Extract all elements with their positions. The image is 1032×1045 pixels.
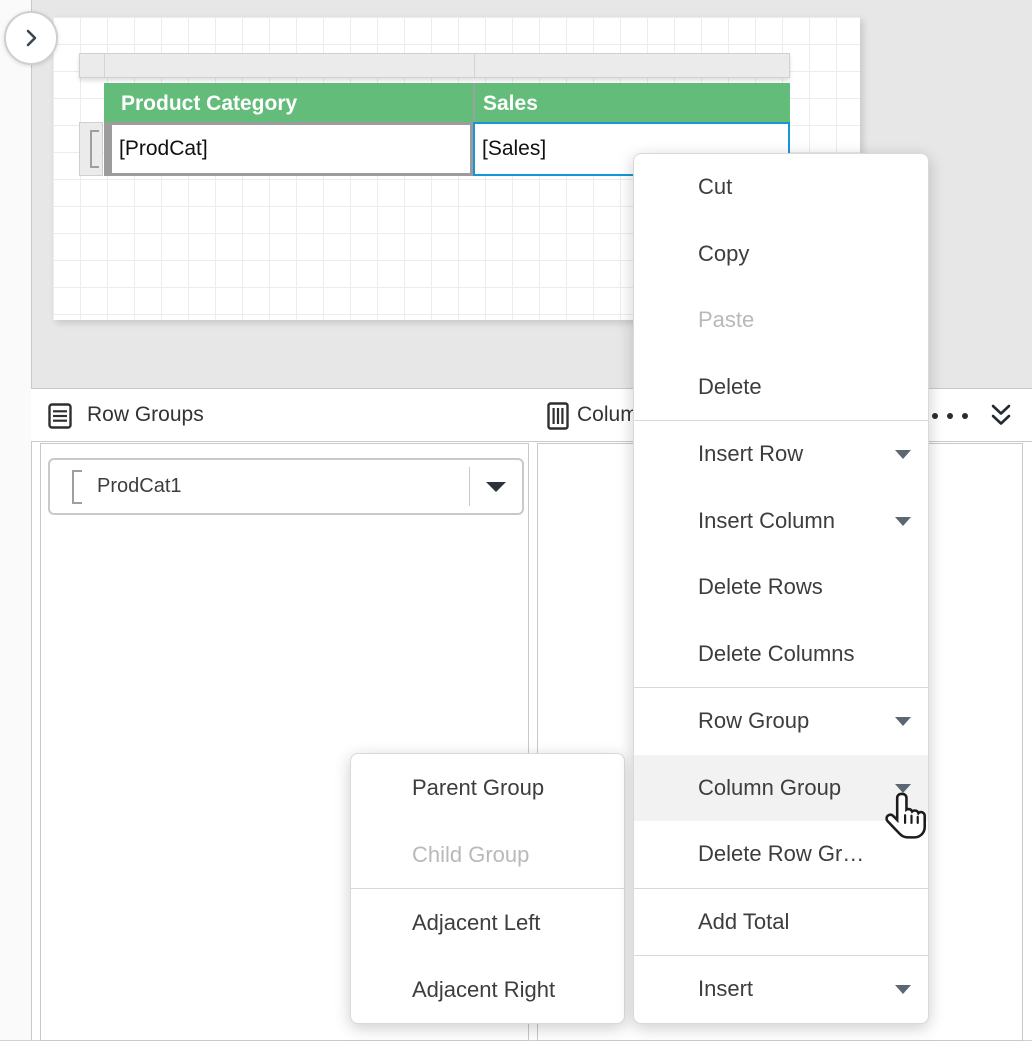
collapse-pane-double-chevron-icon[interactable] [988, 402, 1014, 430]
column-handle-divider [104, 54, 105, 77]
menu-item-label: Column Group [698, 774, 842, 800]
menu-item-label: Insert Row [698, 441, 804, 467]
hand-cursor [885, 792, 926, 839]
submenu-item-adjacent-left[interactable]: Adjacent Left [412, 909, 541, 935]
cell-context-menu: Cut Copy Paste Delete Insert Row Insert … [633, 153, 929, 1024]
menu-item-column-group[interactable]: Column Group [634, 754, 928, 821]
menu-item-add-total[interactable]: Add Total [698, 908, 790, 934]
table-header-cell-product-category[interactable]: Product Category [104, 83, 473, 125]
group-bracket-icon [72, 469, 82, 504]
chip-divider [469, 467, 470, 506]
menu-item-copy[interactable]: Copy [698, 240, 750, 266]
menu-item-delete-rows[interactable]: Delete Rows [698, 574, 823, 600]
menu-item-label: Insert [698, 976, 754, 1002]
menu-item-delete-row-group[interactable]: Delete Row Gr… [698, 841, 865, 867]
menu-item-cut[interactable]: Cut [698, 174, 733, 200]
column-handle-divider [474, 54, 475, 77]
row-group-item-prodcat1[interactable]: ProdCat1 [48, 458, 524, 515]
menu-item-delete-columns[interactable]: Delete Columns [698, 640, 855, 666]
menu-separator [634, 420, 928, 421]
menu-item-insert-column[interactable]: Insert Column [634, 488, 928, 555]
more-options-icon[interactable] [932, 413, 968, 419]
expand-data-panel-button[interactable] [4, 11, 58, 65]
row-groups-title: Row Groups [87, 403, 204, 426]
chevron-right-icon [26, 29, 37, 47]
submenu-caret-icon [895, 985, 911, 995]
menu-item-label: Insert Column [698, 507, 835, 533]
menu-item-paste: Paste [698, 307, 755, 333]
menu-item-delete[interactable]: Delete [698, 373, 762, 399]
submenu-caret-icon [895, 717, 911, 727]
submenu-caret-icon [895, 450, 911, 460]
menu-item-insert-row[interactable]: Insert Row [634, 421, 928, 488]
menu-separator [634, 955, 928, 956]
table-column-handle-bar[interactable] [79, 53, 790, 78]
row-handle-bracket-icon [90, 130, 99, 168]
menu-item-row-group[interactable]: Row Group [634, 688, 928, 755]
submenu-item-adjacent-right[interactable]: Adjacent Right [412, 976, 556, 1002]
collapsed-data-panel-strip [0, 0, 32, 1041]
table-row-handle[interactable] [79, 122, 103, 176]
table-header-row: Product Category Sales [104, 83, 790, 125]
menu-separator [634, 687, 928, 688]
menu-item-label: Row Group [698, 708, 810, 734]
table-header-cell-sales[interactable]: Sales [473, 83, 790, 125]
submenu-item-parent-group[interactable]: Parent Group [412, 774, 545, 800]
submenu-item-child-group: Child Group [412, 841, 530, 867]
menu-separator [634, 887, 928, 889]
menu-separator [351, 888, 624, 889]
group-submenu: Parent Group Child Group Adjacent Left A… [350, 753, 625, 1024]
row-group-item-label: ProdCat1 [97, 475, 182, 497]
table-cell-prodcat[interactable]: [ProdCat] [104, 122, 473, 176]
menu-item-insert[interactable]: Insert [634, 956, 928, 1023]
column-groups-icon [547, 402, 569, 430]
submenu-caret-icon [895, 783, 911, 793]
chip-dropdown-caret-icon[interactable] [486, 481, 506, 492]
row-groups-icon [48, 403, 72, 429]
submenu-caret-icon [895, 516, 911, 526]
